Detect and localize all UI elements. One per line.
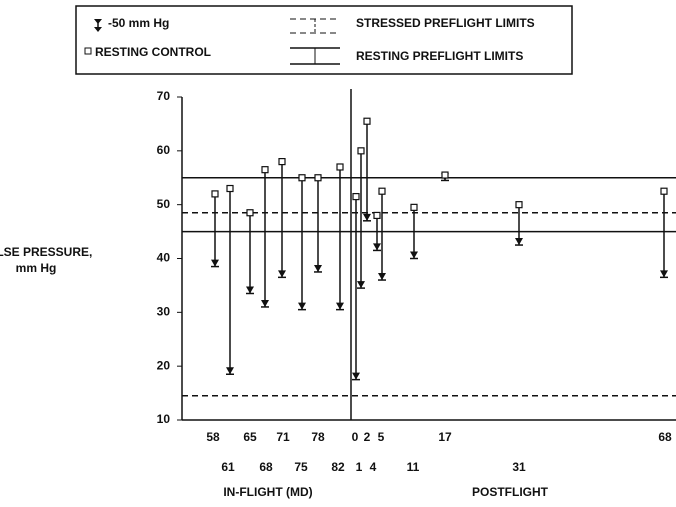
y-tick-label: 70 (157, 89, 171, 103)
stress-marker (363, 213, 371, 221)
x-tick-label: 5 (378, 430, 385, 444)
x-tick-label: 75 (294, 460, 308, 474)
stress-marker (211, 259, 219, 267)
y-axis-label: PULSE PRESSURE, (0, 245, 92, 259)
x-tick-label: 61 (221, 460, 235, 474)
x-tick-label: 2 (364, 430, 371, 444)
stress-marker (515, 238, 523, 246)
stress-marker (352, 372, 360, 380)
y-tick-label: 20 (157, 358, 171, 372)
legend-label: RESTING PREFLIGHT LIMITS (356, 49, 523, 63)
stress-marker (314, 264, 322, 272)
rest-marker (410, 203, 418, 211)
rest-marker (226, 184, 234, 193)
stress-marker (373, 243, 381, 251)
rest-marker (373, 211, 381, 220)
x-tick-label: 58 (206, 430, 220, 444)
stress-marker (298, 302, 306, 310)
x-tick-label: 1 (356, 460, 363, 474)
rest-marker (352, 192, 360, 201)
legend-box (75, 5, 573, 75)
stress-marker (226, 367, 234, 375)
x-tick-label: 31 (512, 460, 526, 474)
rest-marker (441, 171, 449, 179)
x-tick-label: 17 (438, 430, 452, 444)
stress-marker (261, 299, 269, 307)
group-label: IN-FLIGHT (MD) (223, 485, 312, 499)
stress-marker (410, 251, 418, 259)
rest-marker (298, 174, 306, 182)
x-tick-label: 11 (407, 460, 420, 474)
rest-marker (515, 201, 523, 209)
x-tick-label: 71 (276, 430, 290, 444)
stress-marker (357, 281, 365, 289)
legend-label: -50 mm Hg (108, 16, 169, 30)
stress-marker (336, 302, 344, 310)
stress-marker (660, 270, 668, 278)
rest-marker (246, 209, 254, 217)
rest-marker (378, 187, 386, 195)
y-tick-label: 10 (157, 412, 171, 426)
x-tick-label: 68 (259, 460, 273, 474)
rest-marker (278, 158, 286, 166)
rest-marker (363, 117, 371, 125)
x-tick-label: 68 (658, 430, 672, 444)
rest-marker (211, 190, 219, 198)
stress-marker (378, 273, 386, 281)
stress-marker (246, 286, 254, 294)
legend-label: RESTING CONTROL (95, 45, 211, 59)
y-tick-label: 60 (157, 143, 171, 157)
legend-glyph (84, 47, 92, 55)
y-tick-label: 40 (157, 251, 171, 265)
y-tick-label: 30 (157, 305, 171, 319)
group-label: POSTFLIGHT (472, 485, 549, 499)
x-tick-label: 4 (370, 460, 377, 474)
rest-marker (336, 163, 344, 171)
rest-marker (660, 187, 668, 195)
y-axis-label: mm Hg (16, 261, 57, 275)
rest-marker (357, 147, 365, 155)
rest-marker (314, 174, 322, 182)
legend-label: STRESSED PREFLIGHT LIMITS (356, 16, 535, 30)
x-tick-label: 0 (352, 430, 359, 444)
x-tick-label: 65 (243, 430, 257, 444)
y-tick-label: 50 (157, 197, 171, 211)
legend-glyph (94, 19, 102, 32)
x-tick-label: 82 (331, 460, 345, 474)
x-tick-label: 78 (311, 430, 325, 444)
rest-marker (261, 166, 269, 174)
stress-marker (278, 270, 286, 278)
